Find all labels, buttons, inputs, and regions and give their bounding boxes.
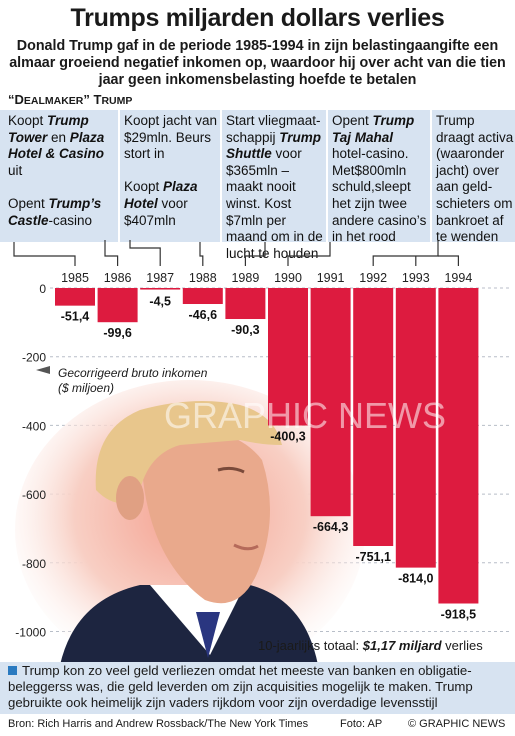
watermark: GRAPHIC NEWS <box>164 395 446 436</box>
connector-line <box>13 242 76 266</box>
connector-line <box>244 242 266 266</box>
event-1985: Koopt Trump Tower en Plaza Hotel & Casin… <box>8 113 105 228</box>
y-tick-label: 0 <box>39 282 46 296</box>
event-1990: Opent Trump Taj Mahal hotel-casino. Met$… <box>332 113 427 245</box>
bars-group <box>55 288 479 604</box>
value-label: -814,0 <box>398 572 433 586</box>
value-label: -46,6 <box>189 308 218 322</box>
y-tick-label: -200 <box>22 351 46 365</box>
value-label: -99,6 <box>103 326 132 340</box>
footer: Bron: Rich Harris and Andrew Rossback/Th… <box>0 716 515 736</box>
timeline-divider <box>430 110 432 242</box>
source-credit: Bron: Rich Harris and Andrew Rossback/Th… <box>8 718 309 730</box>
connector-line <box>199 242 204 266</box>
timeline-divider <box>326 110 328 242</box>
x-tick-label: 1992 <box>359 271 387 285</box>
connector-line <box>287 242 331 266</box>
timeline-divider <box>118 110 120 242</box>
bar-1986 <box>97 288 138 323</box>
value-label: -4,5 <box>149 295 171 309</box>
x-tick-label: 1990 <box>274 271 302 285</box>
x-tick-label: 1988 <box>189 271 217 285</box>
bar-1987 <box>140 288 181 290</box>
bar-1991 <box>310 288 351 517</box>
connector-line <box>372 240 439 266</box>
total-loss: 10-jaarlijks totaal: $1,17 miljard verli… <box>258 638 483 653</box>
value-label: -51,4 <box>61 310 90 324</box>
x-tick-label: 1989 <box>231 271 259 285</box>
bar-1994 <box>438 288 479 604</box>
value-label: -400,3 <box>270 430 305 444</box>
event-1987: Koopt jacht van $29mln. Beurs stort in Ko… <box>124 113 218 228</box>
x-tick-label: 1993 <box>402 271 430 285</box>
value-label: -918,5 <box>441 608 476 622</box>
timeline-connectors <box>13 240 459 266</box>
y-tick-label: -400 <box>22 419 46 433</box>
note-panel <box>0 662 515 714</box>
value-label: -751,1 <box>355 550 390 564</box>
bar-1989 <box>225 288 266 320</box>
legend-arrow-icon <box>36 366 50 374</box>
bar-1992 <box>353 288 394 547</box>
note-text: Trump kon zo veel geld verliezen omdat h… <box>8 663 473 711</box>
y-tick-label: -600 <box>22 488 46 502</box>
x-tick-label: 1986 <box>104 271 132 285</box>
timeline-panel <box>0 110 515 242</box>
bar-chart: 0-200-400-600-800-1000 1985 1986 1987 1988 1… <box>13 240 510 665</box>
chart-subtitle: Donald Trump gaf in de periode 1985-1994… <box>9 38 506 88</box>
square-bullet-icon <box>8 666 17 675</box>
section-heading: “DEALMAKER” TRUMP <box>8 92 133 107</box>
x-tick-label: 1985 <box>61 271 89 285</box>
trump-portrait <box>15 380 365 665</box>
chart-title: Trumps miljarden dollars verlies <box>70 4 445 32</box>
timeline-divider <box>220 110 222 242</box>
x-tick-label: 1991 <box>317 271 345 285</box>
y-tick-label: -1000 <box>15 626 46 640</box>
event-1989: Start vliegmaat-schappij Trump Shuttle v… <box>226 113 323 261</box>
x-tick-labels: 1985 1986 1987 1988 1989 1990 1991 1992 1993 1994 <box>61 271 472 285</box>
photo-credit: Foto: AP <box>340 718 383 730</box>
value-labels: -51,4 -99,6 -4,5 -46,6 -90,3 -400,3 -664,3 -751… <box>61 295 476 622</box>
bar-1985 <box>55 288 95 306</box>
x-tick-label: 1994 <box>444 271 472 285</box>
x-tick-label: 1987 <box>146 271 174 285</box>
event-1994: Trump draagt activa (waaronder jacht) ov… <box>436 113 514 245</box>
value-label: -90,3 <box>231 323 260 337</box>
connector-line <box>438 255 459 266</box>
value-label: -664,3 <box>313 520 348 534</box>
bar-1993 <box>395 288 436 568</box>
y-tick-labels: 0 -200 -400 -600 -800 -1000 <box>15 282 46 640</box>
y-tick-label: -800 <box>22 557 46 571</box>
y-axis-legend: Gecorrigeerd bruto inkomen ($ miljoen) <box>58 366 208 395</box>
graphic-credit: © GRAPHIC NEWS <box>408 718 506 730</box>
bar-1988 <box>182 288 223 305</box>
connector-line <box>104 240 119 266</box>
bar-1990 <box>268 288 308 426</box>
connector-line <box>129 240 161 266</box>
